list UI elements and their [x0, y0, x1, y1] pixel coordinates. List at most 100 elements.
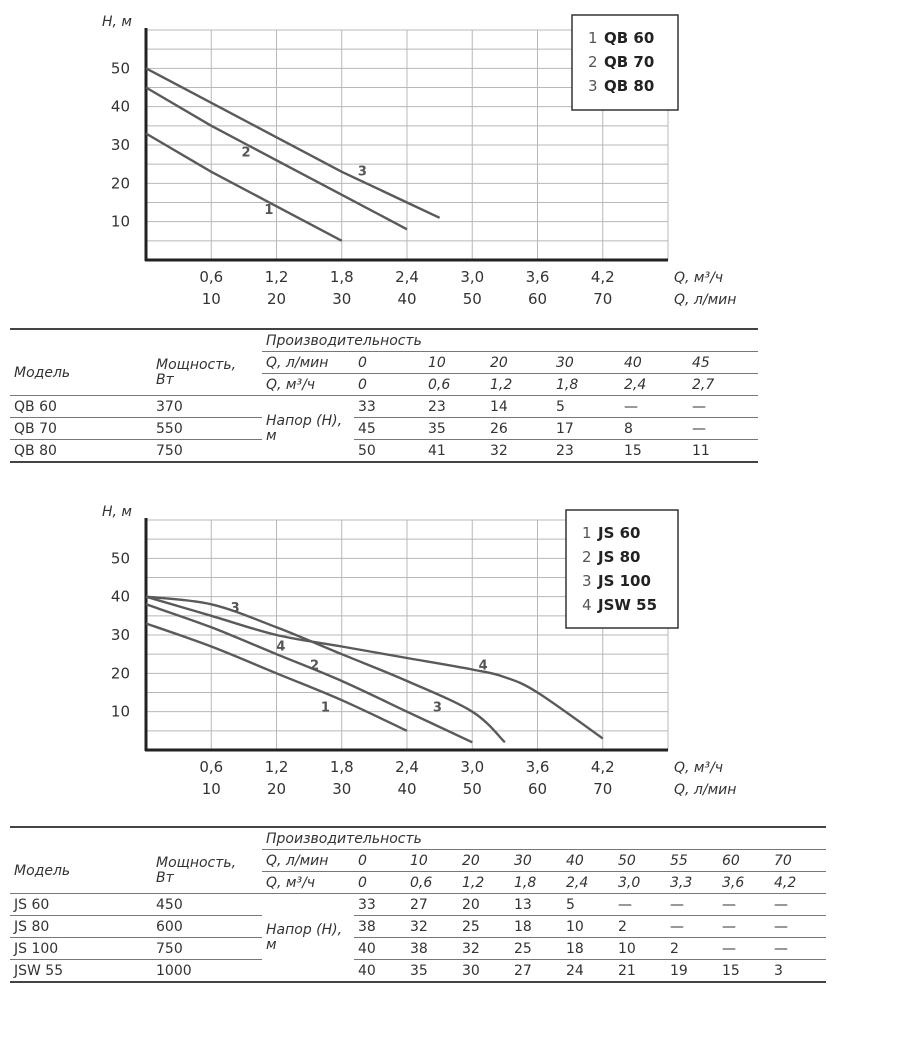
- head-value: 32: [406, 915, 458, 938]
- pump-curve-chart-js: 10 20 30 40 50 H, м 0,6 1,2 1,8 2,4 3,0 3,6 4,2 10 20 3…: [0, 500, 900, 820]
- head-value: —: [614, 893, 666, 916]
- head-value: 8: [620, 417, 688, 440]
- head-value: 25: [458, 915, 510, 938]
- head-value: 23: [424, 395, 486, 418]
- q-m3h-value: 0,6: [406, 871, 458, 894]
- table-row: JS 100 750 40 38 32 25 18 10 2— —: [10, 937, 827, 960]
- x2-tick-label: 70: [593, 290, 612, 308]
- x-tick-label: 1,8: [330, 758, 354, 776]
- head-value: —: [770, 915, 827, 938]
- head-value: 21: [614, 959, 666, 983]
- x-tick-label: 3,0: [460, 758, 484, 776]
- x2-tick-label: 50: [463, 780, 482, 798]
- head-value: 35: [424, 417, 486, 440]
- head-value: 35: [406, 959, 458, 983]
- head-value: 15: [718, 959, 770, 983]
- x2-tick-label: 40: [397, 290, 416, 308]
- head-value: 45: [354, 417, 424, 440]
- head-value: 25: [510, 937, 562, 960]
- q-m3h-value: 3,0: [614, 871, 666, 894]
- q-lmin-value: 40: [562, 849, 614, 872]
- q-m3h-value: 2,7: [688, 373, 759, 396]
- legend-number: 1: [588, 29, 598, 47]
- head-value: 10: [614, 937, 666, 960]
- q-lmin-value: 50: [614, 849, 666, 872]
- q-lmin-label: Q, л/мин: [262, 849, 354, 872]
- head-value: 15: [620, 439, 688, 463]
- q-lmin-value: 20: [458, 849, 510, 872]
- q-m3h-value: 1,2: [458, 871, 510, 894]
- q-m3h-label: Q, м³/ч: [262, 373, 354, 396]
- q-lmin-value: 40: [620, 351, 688, 374]
- table-header-row: Производительность: [10, 826, 827, 850]
- chart-plot: 10 20 30 40 50 H, м 0,6 1,2 1,8 2,4 3,0 3,6 4,2 10 20 3…: [102, 14, 736, 308]
- chart-plot: 10 20 30 40 50 H, м 0,6 1,2 1,8 2,4 3,0 3,6 4,2 10 20 3…: [102, 504, 736, 798]
- head-value: —: [718, 915, 770, 938]
- head-value: —: [718, 893, 770, 916]
- head-value: 19: [666, 959, 718, 983]
- head-value: 20: [458, 893, 510, 916]
- q-m3h-value: 4,2: [770, 871, 827, 894]
- head-value: —: [688, 417, 759, 440]
- power-cell: 450: [152, 893, 262, 916]
- table-header-row: Модель Мощность, Вт Q, л/мин 0 10 20 30 40 50 55 6…: [10, 849, 827, 886]
- table-row: JS 80 600 38 32 25 18 10 2— — —: [10, 915, 827, 938]
- series-label: 1: [321, 701, 330, 716]
- q-lmin-label: Q, л/мин: [262, 351, 354, 374]
- cell: [10, 328, 152, 352]
- x-tick-label: 4,2: [591, 268, 615, 286]
- x2-axis-label: Q, л/мин: [674, 292, 736, 308]
- head-value: 33: [354, 395, 424, 418]
- head-value: —: [666, 893, 718, 916]
- legend-entry: JS 80: [597, 548, 640, 566]
- head-value: —: [666, 915, 718, 938]
- table-header-row: Модель Мощность, Вт Q, л/мин 0 10 20 30 40 45: [10, 351, 759, 388]
- q-m3h-value: 2,4: [562, 871, 614, 894]
- model-header: Модель: [14, 365, 71, 382]
- head-value: 18: [510, 915, 562, 938]
- q-m3h-value: 2,4: [620, 373, 688, 396]
- head-value: 40: [354, 959, 406, 983]
- series-line-2: [145, 603, 473, 744]
- table-row: JSW 55 1000 40 35 30 27 24 21 19 15 3: [10, 959, 827, 983]
- x2-axis-label: Q, л/мин: [674, 782, 736, 798]
- y-tick-label: 30: [111, 626, 130, 644]
- model-cell: JS 100: [10, 937, 152, 960]
- q-m3h-value: 1,2: [486, 373, 552, 396]
- x-tick-label: 2,4: [395, 268, 419, 286]
- q-m3h-value: 0: [354, 373, 424, 396]
- power-cell: 600: [152, 915, 262, 938]
- series-label: 2: [242, 146, 251, 161]
- series-line-2: [145, 86, 408, 231]
- spec-table-qb: Производительность Модель Мощность, Вт Q, л…: [10, 328, 759, 463]
- x2-tick-label: 30: [332, 290, 351, 308]
- model-cell: JS 60: [10, 893, 152, 916]
- head-value: 3: [770, 959, 827, 983]
- model-cell: JSW 55: [10, 959, 152, 983]
- head-value: 32: [486, 439, 552, 463]
- x-tick-label: 3,6: [526, 758, 550, 776]
- model-cell: QB 60: [10, 395, 152, 418]
- y-tick-label: 20: [111, 664, 130, 682]
- x-tick-label: 3,0: [460, 268, 484, 286]
- x-tick-label: 0,6: [199, 268, 223, 286]
- q-lmin-value: 60: [718, 849, 770, 872]
- series-line-3: [145, 595, 506, 744]
- q-m3h-value: 3,6: [718, 871, 770, 894]
- head-value: 33: [354, 893, 406, 916]
- legend-number: 2: [582, 548, 592, 566]
- power-header: Мощность, Вт: [156, 357, 237, 389]
- q-m3h-value: 1,8: [510, 871, 562, 894]
- cell: [152, 328, 262, 352]
- series-line-4: [145, 595, 604, 740]
- x-axis-label: Q, м³/ч: [674, 270, 723, 286]
- q-lmin-value: 30: [552, 351, 620, 374]
- q-lmin-value: 70: [770, 849, 827, 872]
- performance-header: Производительность: [262, 826, 827, 850]
- chart-legend: 1 QB 60 2 QB 70 3 QB 80: [571, 14, 679, 111]
- legend-number: 2: [588, 53, 598, 71]
- table-header-row: Q, м³/ч 0 0,6 1,2 1,8 2,4 2,7: [10, 373, 759, 396]
- series-line-1: [145, 622, 408, 732]
- legend-entry: JSW 55: [597, 596, 657, 614]
- x-tick-label: 2,4: [395, 758, 419, 776]
